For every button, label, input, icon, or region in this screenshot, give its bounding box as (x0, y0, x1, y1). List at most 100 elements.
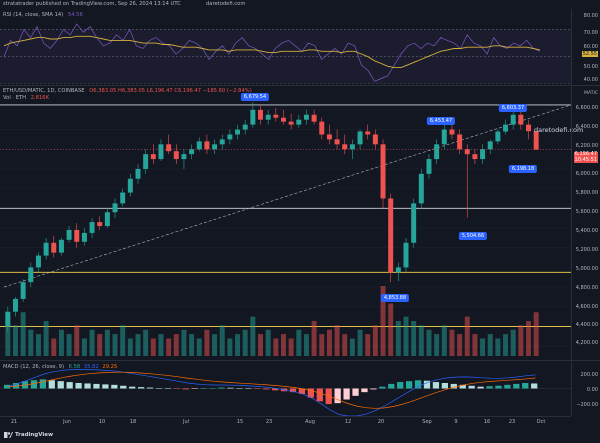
price-axis-tick: 6,000.00 (575, 171, 598, 177)
macd-histogram-bar (30, 380, 38, 389)
macd-line (8, 369, 536, 416)
candle-body (51, 242, 57, 253)
candle-body (74, 229, 80, 242)
macd-histogram-bar (468, 385, 475, 389)
macd-histogram-bar (191, 388, 198, 389)
volume-bar (28, 329, 34, 356)
volume-bar (51, 338, 57, 356)
volume-bar (43, 321, 49, 356)
candle-body (326, 134, 332, 140)
callout-current-low: 6,198.18 (508, 165, 538, 173)
volume-bar (480, 338, 486, 356)
trend-line (3, 104, 571, 288)
candle-body (434, 144, 440, 160)
time-axis[interactable]: 21 Jun 10 18 Jul 15 23 Aug 12 20 Sep 9 1… (0, 416, 571, 429)
candle-body (280, 117, 286, 122)
macd-histogram-bar (66, 382, 73, 389)
volume-bar (311, 321, 317, 356)
volume-bar (35, 334, 41, 356)
callout-high: 6,679.54 (240, 93, 270, 101)
macd-histogram-bar (352, 388, 359, 396)
volume-bar (457, 334, 463, 356)
volume-value: 2.816K (30, 95, 49, 101)
candle-body (265, 114, 271, 120)
price-axis-tick: 5,800.00 (575, 190, 598, 196)
macd-histogram-bar (343, 388, 350, 400)
macd-histogram-bar (495, 385, 502, 389)
macd-pane[interactable]: MACD (12, 26, close, 9) 6.58 35.82 29.25 (0, 361, 571, 416)
candle-body (380, 144, 386, 199)
candle-body (388, 198, 394, 273)
candle-body (212, 144, 218, 150)
volume-bar (303, 334, 309, 356)
macd-histogram-bar (432, 382, 440, 389)
candle-body (487, 141, 493, 150)
site-text[interactable]: daretodefi.com (206, 1, 246, 7)
macd-histogram-bar (111, 384, 118, 389)
candle-body (426, 159, 432, 174)
volume-bar (510, 329, 516, 356)
price-axis-tick: 6,600.00 (575, 105, 598, 111)
price-axis-tick: 6,200.00 (575, 143, 598, 149)
volume-bar (288, 338, 294, 356)
macd-histogram-bar (370, 388, 377, 390)
main-legend: ETH/USD/MATIC, 1D, COINBASE O6,383.05 H6… (3, 88, 252, 94)
macd-chart (0, 369, 571, 416)
macd-histogram-bar (218, 387, 225, 389)
volume-bar (219, 325, 225, 356)
rsi-axis-tick: 40.00 (583, 77, 598, 83)
volume-bar (196, 338, 202, 356)
price-axis-tick: 5,600.00 (575, 209, 598, 215)
pane-divider[interactable] (0, 360, 600, 361)
volume-bar (166, 338, 172, 356)
candle-body (319, 121, 325, 135)
watermark-text: daretodefi.com (534, 126, 584, 134)
macd-histogram-bar (486, 386, 493, 389)
macd-histogram-bar (129, 386, 136, 389)
volume-bar (212, 334, 218, 356)
rsi-axis-tick: 80.00 (583, 13, 598, 19)
volume-bar (89, 329, 95, 356)
candle-body (441, 129, 447, 145)
volume-bar (434, 334, 440, 356)
volume-bar (380, 286, 386, 356)
rsi-ma-tag: 52.55 (581, 51, 598, 57)
candle-body (288, 121, 294, 125)
candle-body (150, 154, 156, 160)
rsi-axis-tick: 70.00 (583, 30, 598, 36)
macd-legend: MACD (12, 26, close, 9) 6.58 35.82 29.25 (3, 364, 117, 370)
volume-bar (127, 338, 133, 356)
price-axis-tick: 5,000.00 (575, 266, 598, 272)
rsi-line (3, 23, 541, 82)
pane-divider[interactable] (0, 85, 600, 86)
candle-body (258, 109, 264, 120)
candle-body (173, 151, 179, 160)
volume-bar (20, 312, 26, 356)
candle-body (196, 141, 202, 150)
price-axis[interactable]: 80.00 70.00 60.00 52.55 50.00 40.00 MATI… (571, 9, 600, 416)
macd-histogram-bar (138, 387, 145, 389)
time-axis-tick: 10 (98, 419, 106, 425)
time-axis-tick: Jul (182, 419, 190, 425)
candle-body (533, 131, 539, 150)
macd-label: MACD (12, 26, close, 9) (3, 364, 65, 370)
volume-bar (449, 329, 455, 356)
candle-body (127, 178, 133, 193)
time-axis-tick: 23 (508, 419, 516, 425)
macd-histogram-bar (84, 383, 91, 389)
price-axis-title: MATIC (584, 91, 598, 96)
candle-body (250, 109, 256, 125)
price-pane[interactable]: ETH/USD/MATIC, 1D, COINBASE O6,383.05 H6… (0, 86, 583, 359)
volume-bar (411, 321, 417, 356)
rsi-pane[interactable]: RSI (14, close, SMA 14) 54.56 (0, 9, 571, 84)
candle-body (526, 124, 532, 132)
rsi-axis-tick: 60.00 (583, 44, 598, 50)
volume-bar (533, 312, 539, 356)
candle-body (311, 114, 317, 122)
candle-body (89, 222, 95, 233)
volume-bar (250, 316, 256, 356)
volume-bar (418, 325, 424, 356)
callout-sep-high: 6,453.47 (426, 117, 456, 125)
volume-bar (265, 329, 271, 356)
volume-bar (227, 338, 233, 356)
